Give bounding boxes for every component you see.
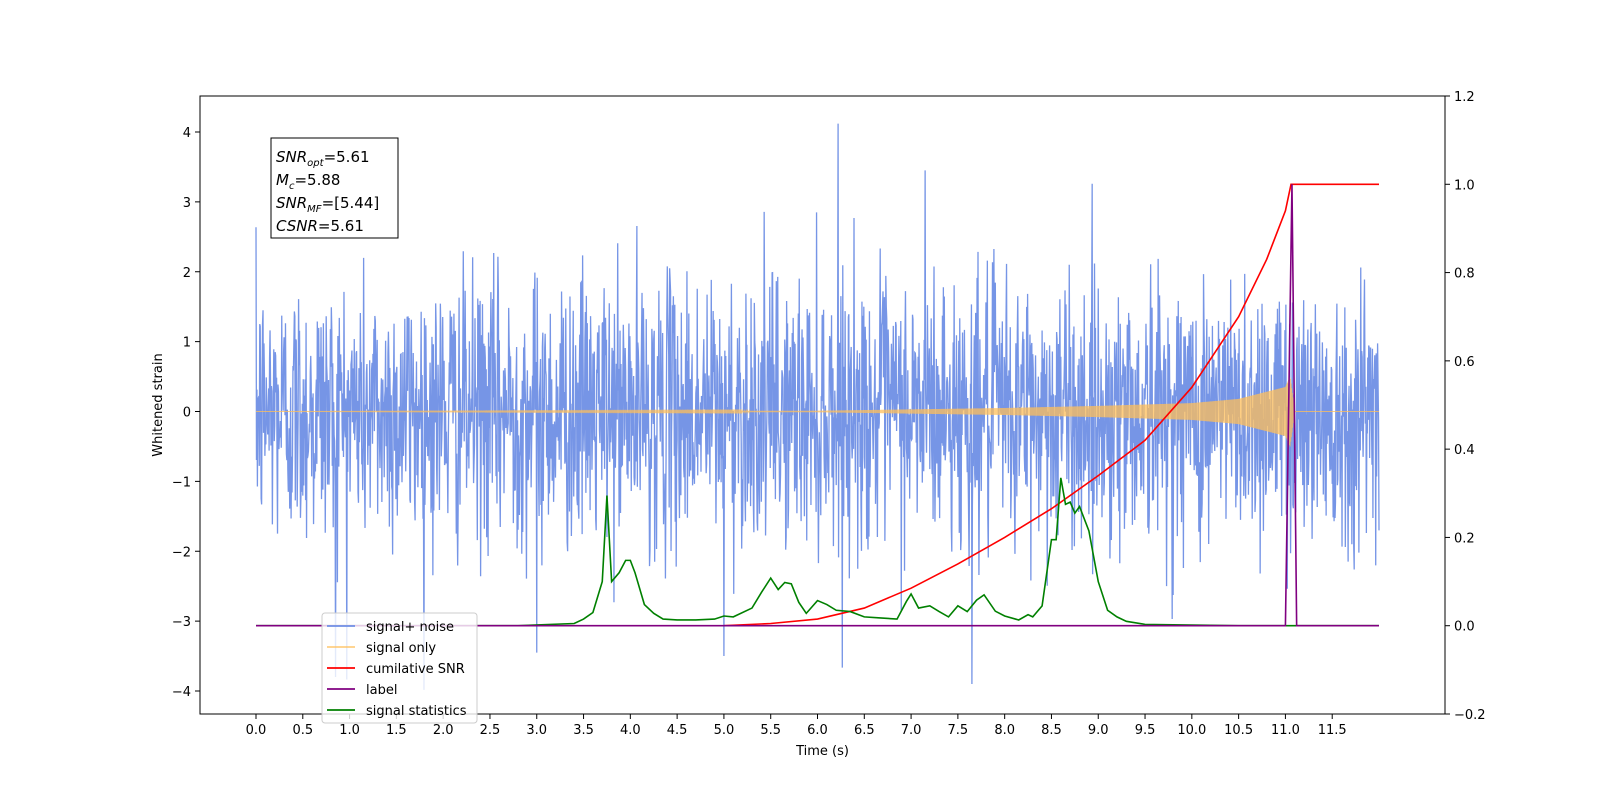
x-tick-label: 8.0 bbox=[994, 723, 1015, 738]
legend-entry-label: label bbox=[327, 683, 397, 698]
legend-entry-cumilative-snr: cumilative SNR bbox=[327, 662, 465, 677]
plot-area bbox=[255, 123, 1380, 690]
x-tick-label: 3.5 bbox=[573, 723, 594, 738]
legend-label: cumilative SNR bbox=[366, 662, 465, 677]
y2-tick-label: 0.8 bbox=[1454, 267, 1475, 282]
y2-tick-label: −0.2 bbox=[1454, 708, 1486, 723]
y-tick-label: −2 bbox=[172, 545, 191, 560]
legend-label: label bbox=[366, 683, 397, 698]
x-tick-label: 9.0 bbox=[1088, 723, 1109, 738]
x-tick-label: 10.0 bbox=[1177, 723, 1206, 738]
x-tick-label: 6.5 bbox=[854, 723, 875, 738]
y-tick-label: 0 bbox=[183, 406, 191, 421]
y-tick-label: 2 bbox=[183, 266, 191, 281]
x-tick-label: 4.5 bbox=[667, 723, 688, 738]
y-tick-label: −3 bbox=[172, 615, 191, 630]
y2-tick-label: 0.6 bbox=[1454, 355, 1475, 370]
legend-label: signal statistics bbox=[366, 704, 467, 719]
legend-label: signal+ noise bbox=[366, 620, 454, 635]
x-tick-label: 0.5 bbox=[292, 723, 313, 738]
y-tick-label: −4 bbox=[172, 685, 191, 700]
x-tick-label: 10.5 bbox=[1224, 723, 1253, 738]
annotation-line: SNRopt=5.61 bbox=[276, 148, 370, 169]
annotation-line: Mc=5.88 bbox=[276, 171, 340, 192]
legend-entry-signal-statistics: signal statistics bbox=[327, 704, 467, 719]
series-signal-statistics bbox=[256, 477, 1379, 627]
x-tick-label: 9.5 bbox=[1135, 723, 1156, 738]
series-label bbox=[256, 184, 1379, 627]
y2-tick-label: 0.0 bbox=[1454, 620, 1475, 635]
x-tick-label: 5.5 bbox=[760, 723, 781, 738]
annotation-line: SNRMF=[5.44] bbox=[276, 194, 379, 215]
x-tick-label: 4.0 bbox=[620, 723, 641, 738]
y2-tick-label: 0.2 bbox=[1454, 531, 1475, 546]
x-axis: 0.0 0.5 1.0 1.5 2.0 2.5 3.0 3.5 4.0 4.5 5.0 5.5 6.0 6… bbox=[246, 714, 1347, 738]
x-tick-label: 0.0 bbox=[246, 723, 267, 738]
x-tick-label: 7.5 bbox=[948, 723, 969, 738]
y-tick-label: −1 bbox=[172, 475, 191, 490]
y2-tick-label: 1.0 bbox=[1454, 178, 1475, 193]
series-signal-noise bbox=[255, 123, 1380, 690]
axes-frame bbox=[199, 95, 1446, 715]
x-tick-label: 2.5 bbox=[480, 723, 501, 738]
y-tick-label: 1 bbox=[183, 336, 191, 351]
legend-entry-signal-only: signal only bbox=[327, 641, 436, 656]
x-tick-label: 1.5 bbox=[386, 723, 407, 738]
annotation-frame bbox=[270, 137, 399, 239]
x-axis-label: Time (s) bbox=[795, 744, 849, 759]
legend-frame bbox=[321, 612, 478, 724]
legend-label: signal only bbox=[366, 641, 436, 656]
y2-tick-label: 0.4 bbox=[1454, 443, 1475, 458]
legend-entry-signal-noise: signal+ noise bbox=[327, 620, 454, 635]
series-signal-only bbox=[256, 377, 1379, 447]
annotation-line: CSNR=5.61 bbox=[276, 217, 364, 235]
x-tick-label: 1.0 bbox=[339, 723, 360, 738]
y-tick-label: 3 bbox=[183, 196, 191, 211]
x-tick-label: 7.0 bbox=[901, 723, 922, 738]
x-tick-label: 6.0 bbox=[807, 723, 828, 738]
y-axis-right: 1.2 1.0 0.8 0.6 0.4 0.2 0.0 −0.2 bbox=[1445, 90, 1486, 723]
x-tick-label: 3.0 bbox=[526, 723, 547, 738]
x-tick-label: 11.0 bbox=[1271, 723, 1300, 738]
x-tick-label: 8.5 bbox=[1041, 723, 1062, 738]
x-tick-label: 5.0 bbox=[714, 723, 735, 738]
x-tick-label: 11.5 bbox=[1318, 723, 1347, 738]
x-tick-label: 2.0 bbox=[433, 723, 454, 738]
y2-tick-label: 1.2 bbox=[1454, 90, 1475, 105]
y-axis-label: Whitened strain bbox=[151, 353, 166, 456]
legend: signal+ noise signal only cumilative SNR la… bbox=[321, 612, 478, 724]
y-tick-label: 4 bbox=[183, 126, 191, 141]
y-axis-left: 4 3 2 1 0 −1 −2 −3 −4 bbox=[172, 126, 200, 700]
